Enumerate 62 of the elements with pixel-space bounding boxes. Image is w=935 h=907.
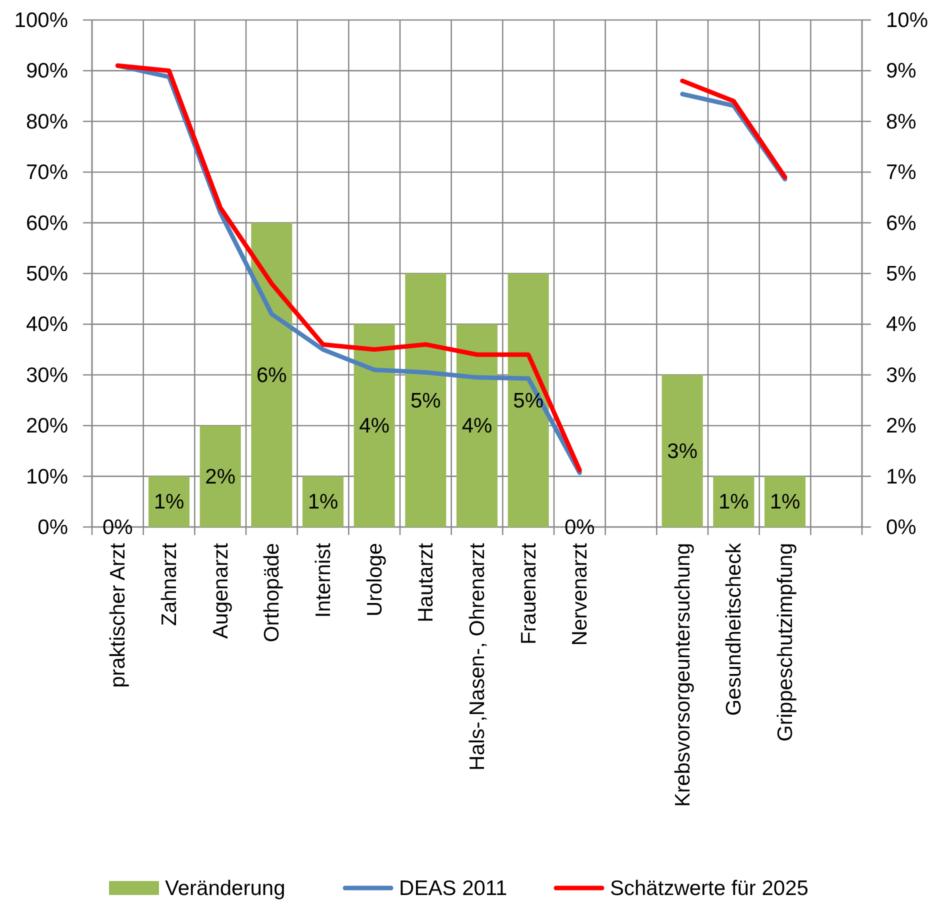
x-tick-label: Internist <box>312 542 334 618</box>
y2-tick-label: 1% <box>886 464 916 488</box>
x-tick-label: praktischer Arzt <box>106 542 130 688</box>
data-label: 4% <box>462 414 492 438</box>
y-tick-label: 40% <box>26 312 68 336</box>
data-label: 4% <box>359 414 390 438</box>
y-tick-label: 100% <box>14 8 68 32</box>
x-tick-label: Hals-,Nasen-, Ohrenarzt <box>466 542 488 771</box>
data-label: 5% <box>410 388 441 412</box>
data-label: 3% <box>667 439 698 462</box>
bar <box>251 222 292 527</box>
y2-tick-label: 5% <box>886 262 916 285</box>
y2-tick-label: 7% <box>886 160 916 184</box>
data-label: 1% <box>154 490 184 514</box>
legend-label: Veränderung <box>165 876 286 900</box>
data-label: 0% <box>102 516 133 538</box>
data-label: 1% <box>770 490 800 514</box>
data-label: 1% <box>718 490 749 514</box>
x-tick-label: Frauenarzt <box>516 542 540 645</box>
bar <box>354 324 395 527</box>
bar <box>662 374 703 527</box>
y2-tick-label: 3% <box>886 363 916 386</box>
data-label: 0% <box>564 516 595 538</box>
y2-tick-label: 0% <box>886 516 916 538</box>
y-tick-label: 20% <box>26 414 68 438</box>
bar <box>148 476 190 527</box>
data-label: 6% <box>256 363 287 386</box>
x-tick-label: Augenarzt <box>208 542 232 639</box>
legend-label: Schätzwerte für 2025 <box>610 876 808 900</box>
y2-tick-label: 4% <box>886 312 916 336</box>
bar <box>405 274 446 527</box>
x-tick-label: Nervenarzt <box>568 542 592 646</box>
bar <box>302 476 344 527</box>
data-label: 5% <box>513 388 544 412</box>
legend-label: DEAS 2011 <box>399 876 508 900</box>
x-tick-label: Grippeschutzimpfung <box>774 543 796 742</box>
bar <box>764 476 806 527</box>
y2-tick-label: 10% <box>886 8 928 32</box>
y-tick-label: 80% <box>26 110 68 133</box>
y-tick-label: 0% <box>38 516 68 538</box>
bar <box>456 324 498 527</box>
y-tick-label: 30% <box>26 363 68 386</box>
data-label: 1% <box>308 490 338 514</box>
y2-tick-label: 2% <box>886 414 916 438</box>
x-tick-label: Hautarzt <box>414 542 438 622</box>
bar <box>713 476 754 527</box>
data-label: 2% <box>205 464 236 488</box>
y2-tick-label: 8% <box>886 110 916 133</box>
y-tick-label: 70% <box>26 160 68 184</box>
x-tick-label: Urologe <box>362 543 386 617</box>
bar <box>508 274 549 527</box>
x-tick-label: Zahnarzt <box>158 542 180 626</box>
y-tick-label: 50% <box>26 262 68 285</box>
x-tick-label: Orthopäde <box>260 543 284 642</box>
y2-tick-label: 6% <box>886 211 916 234</box>
y2-tick-label: 9% <box>886 59 916 82</box>
y-tick-label: 60% <box>26 211 68 234</box>
x-tick-label: Krebsvorsorgeuntersuchung <box>670 543 694 807</box>
x-tick-label: Gesundheitscheck <box>722 542 746 716</box>
y-tick-label: 10% <box>26 464 68 488</box>
bar <box>200 426 241 527</box>
y-tick-label: 90% <box>26 59 68 82</box>
